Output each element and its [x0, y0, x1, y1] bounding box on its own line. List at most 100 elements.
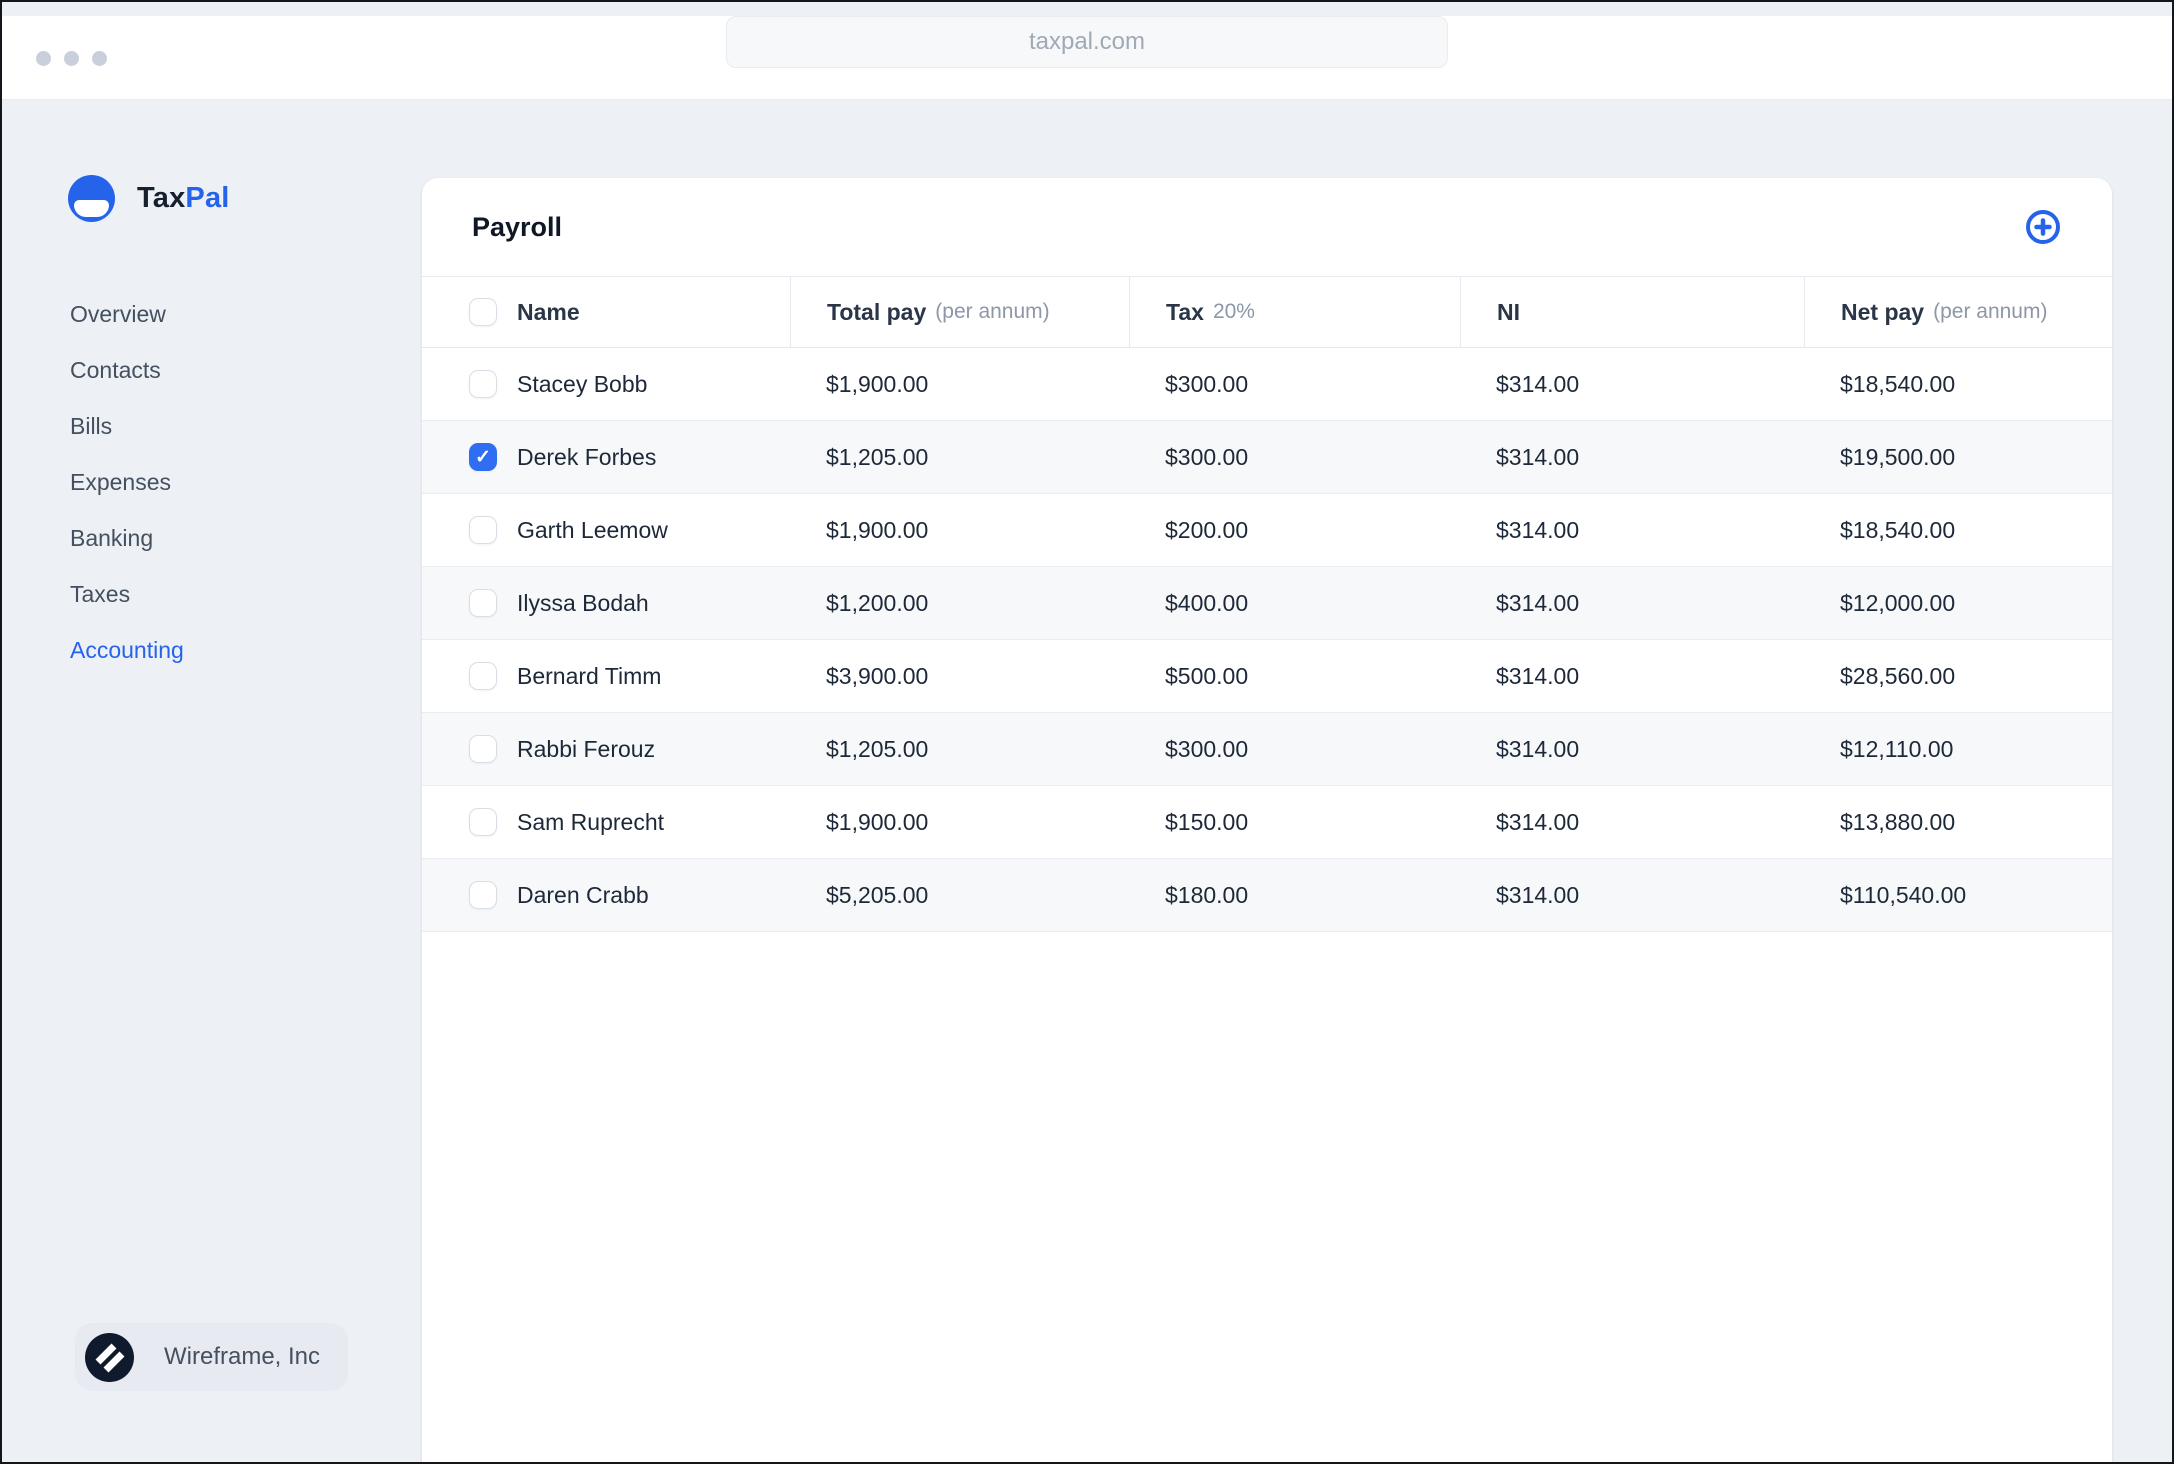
row-checkbox[interactable] — [469, 516, 497, 544]
cell-tax: $200.00 — [1129, 494, 1460, 566]
window-controls — [36, 51, 107, 66]
ni-value: $314.00 — [1496, 735, 1580, 762]
column-note-total-pay: (per annum) — [935, 300, 1050, 323]
select-all-checkbox[interactable] — [469, 298, 497, 326]
org-badge[interactable]: Wireframe, Inc — [75, 1323, 349, 1391]
sidebar-item-expenses[interactable]: Expenses — [70, 454, 184, 510]
total-pay-value: $5,205.00 — [826, 881, 929, 908]
sidebar-item-bills[interactable]: Bills — [70, 398, 184, 454]
table-row[interactable]: Ilyssa Bodah $1,200.00 $400.00 $314.00 $… — [422, 567, 2112, 640]
ni-value: $314.00 — [1496, 662, 1580, 689]
payroll-table-body: Stacey Bobb $1,900.00 $300.00 $314.00 $1… — [422, 348, 2112, 932]
table-row[interactable]: Bernard Timm $3,900.00 $500.00 $314.00 $… — [422, 640, 2112, 713]
table-row[interactable]: Daren Crabb $5,205.00 $180.00 $314.00 $1… — [422, 859, 2112, 932]
cell-ni: $314.00 — [1460, 713, 1804, 785]
net-pay-value: $19,500.00 — [1840, 443, 1956, 470]
total-pay-value: $1,205.00 — [826, 443, 929, 470]
window-dot-icon — [64, 51, 79, 66]
sidebar-item-label: Taxes — [70, 580, 131, 607]
employee-name: Bernard Timm — [517, 662, 662, 689]
employee-name: Ilyssa Bodah — [517, 589, 649, 616]
net-pay-value: $13,880.00 — [1840, 808, 1956, 835]
cell-total-pay: $1,900.00 — [790, 348, 1129, 420]
page-title: Payroll — [472, 211, 563, 242]
cell-ni: $314.00 — [1460, 640, 1804, 712]
net-pay-value: $18,540.00 — [1840, 516, 1956, 543]
ni-value: $314.00 — [1496, 881, 1580, 908]
cell-ni: $314.00 — [1460, 859, 1804, 931]
sidebar-item-label: Accounting — [70, 636, 184, 663]
total-pay-value: $1,200.00 — [826, 589, 929, 616]
net-pay-value: $18,540.00 — [1840, 370, 1956, 397]
ni-value: $314.00 — [1496, 516, 1580, 543]
cell-total-pay: $5,205.00 — [790, 859, 1129, 931]
cell-name: Rabbi Ferouz — [422, 713, 790, 785]
cell-net-pay: $19,500.00 — [1804, 421, 2112, 493]
tax-value: $300.00 — [1165, 735, 1249, 762]
taxpal-logo-icon — [68, 175, 115, 222]
browser-topbar: taxpal.com — [2, 16, 2172, 100]
row-checkbox[interactable] — [469, 370, 497, 398]
table-row[interactable]: Sam Ruprecht $1,900.00 $150.00 $314.00 $… — [422, 786, 2112, 859]
cell-net-pay: $13,880.00 — [1804, 786, 2112, 858]
row-checkbox[interactable] — [469, 662, 497, 690]
cell-name: Bernard Timm — [422, 640, 790, 712]
row-checkbox[interactable] — [469, 881, 497, 909]
cell-name: Ilyssa Bodah — [422, 567, 790, 639]
column-note-tax: 20% — [1212, 300, 1255, 323]
org-name: Wireframe, Inc — [164, 1343, 321, 1370]
sidebar-item-contacts[interactable]: Contacts — [70, 342, 184, 398]
ni-value: $314.00 — [1496, 589, 1580, 616]
brand-name-primary: Tax — [137, 182, 186, 214]
sidebar-item-banking[interactable]: Banking — [70, 510, 184, 566]
tax-value: $400.00 — [1165, 589, 1249, 616]
wireframe-logo-icon — [85, 1332, 134, 1382]
cell-net-pay: $12,000.00 — [1804, 567, 2112, 639]
column-note-net-pay: (per annum) — [1933, 300, 2048, 323]
row-checkbox[interactable] — [469, 443, 497, 471]
net-pay-value: $12,000.00 — [1840, 589, 1956, 616]
cell-name: Sam Ruprecht — [422, 786, 790, 858]
cell-tax: $300.00 — [1129, 713, 1460, 785]
ni-value: $314.00 — [1496, 370, 1580, 397]
column-label-name: Name — [517, 298, 580, 325]
cell-ni: $314.00 — [1460, 348, 1804, 420]
total-pay-value: $1,900.00 — [826, 370, 929, 397]
employee-name: Derek Forbes — [517, 443, 657, 470]
row-checkbox[interactable] — [469, 735, 497, 763]
cell-net-pay: $12,110.00 — [1804, 713, 2112, 785]
address-bar[interactable]: taxpal.com — [726, 16, 1448, 68]
sidebar-item-overview[interactable]: Overview — [70, 286, 184, 342]
tax-value: $180.00 — [1165, 881, 1249, 908]
net-pay-value: $110,540.00 — [1840, 881, 1967, 908]
row-checkbox[interactable] — [469, 589, 497, 617]
header-cell-tax: Tax 20% — [1129, 277, 1460, 347]
cell-net-pay: $110,540.00 — [1804, 859, 2112, 931]
employee-name: Stacey Bobb — [517, 370, 648, 397]
tax-value: $150.00 — [1165, 808, 1249, 835]
add-employee-button[interactable] — [2024, 208, 2062, 246]
employee-name: Daren Crabb — [517, 881, 649, 908]
tax-value: $500.00 — [1165, 662, 1249, 689]
table-row[interactable]: Garth Leemow $1,900.00 $200.00 $314.00 $… — [422, 494, 2112, 567]
header-cell-ni: NI — [1460, 277, 1804, 347]
cell-tax: $180.00 — [1129, 859, 1460, 931]
cell-total-pay: $1,900.00 — [790, 786, 1129, 858]
cell-tax: $400.00 — [1129, 567, 1460, 639]
cell-total-pay: $1,205.00 — [790, 713, 1129, 785]
total-pay-value: $1,205.00 — [826, 735, 929, 762]
table-row[interactable]: Stacey Bobb $1,900.00 $300.00 $314.00 $1… — [422, 348, 2112, 421]
cell-ni: $314.00 — [1460, 567, 1804, 639]
row-checkbox[interactable] — [469, 808, 497, 836]
cell-ni: $314.00 — [1460, 494, 1804, 566]
sidebar-item-taxes[interactable]: Taxes — [70, 566, 184, 622]
ni-value: $314.00 — [1496, 443, 1580, 470]
net-pay-value: $28,560.00 — [1840, 662, 1956, 689]
column-label-ni: NI — [1497, 298, 1520, 325]
sidebar-item-accounting[interactable]: Accounting — [70, 622, 184, 678]
table-row[interactable]: Derek Forbes $1,205.00 $300.00 $314.00 $… — [422, 421, 2112, 494]
table-row[interactable]: Rabbi Ferouz $1,205.00 $300.00 $314.00 $… — [422, 713, 2112, 786]
cell-name: Garth Leemow — [422, 494, 790, 566]
brand-name: TaxPal — [137, 182, 230, 215]
